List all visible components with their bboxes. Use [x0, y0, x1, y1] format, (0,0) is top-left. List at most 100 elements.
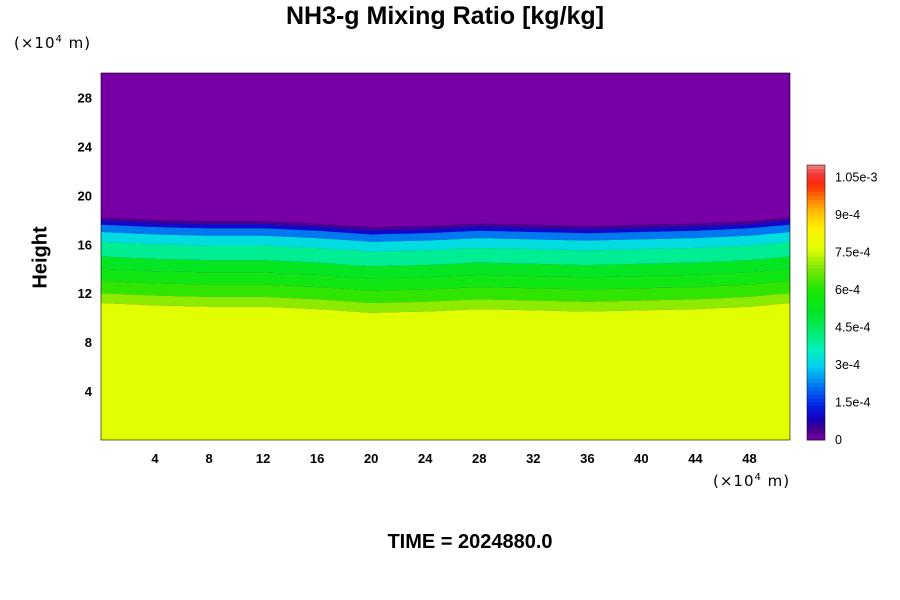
x-axis-unit: (×104 m) — [713, 472, 790, 490]
colorbar-swatch — [807, 237, 825, 242]
colorbar-tick-label: 7.5e-4 — [835, 246, 870, 260]
colorbar-swatch — [807, 260, 825, 265]
colorbar-swatch — [807, 405, 825, 410]
x-tick-label: 48 — [742, 451, 756, 466]
x-tick-label: 36 — [580, 451, 594, 466]
field-band — [101, 232, 790, 252]
colorbar-swatch — [807, 249, 825, 254]
colorbar-swatch — [807, 287, 825, 292]
colorbar-swatch — [807, 375, 825, 380]
y-tick-label: 12 — [78, 286, 92, 301]
colorbar-swatch — [807, 317, 825, 322]
colorbar-swatch — [807, 382, 825, 387]
colorbar-swatch — [807, 241, 825, 246]
colorbar-swatch — [807, 207, 825, 212]
field-band — [101, 293, 790, 313]
colorbar-swatch — [807, 378, 825, 384]
colorbar-swatch — [807, 313, 825, 319]
field-layer — [101, 73, 790, 440]
field-band — [101, 241, 790, 267]
colorbar-swatch — [807, 199, 825, 204]
colorbar-tick-label: 6e-4 — [835, 283, 860, 297]
colorbar-tick-label: 1.05e-3 — [835, 171, 877, 185]
y-unit-suffix: m) — [62, 34, 92, 52]
colorbar-swatch — [807, 325, 825, 330]
colorbar-swatch — [807, 203, 825, 208]
colorbar-swatch — [807, 363, 825, 368]
colorbar-swatch — [807, 279, 825, 284]
y-unit-exponent: 4 — [55, 34, 63, 45]
colorbar-swatch — [807, 222, 825, 227]
colorbar-swatch — [807, 420, 825, 426]
colorbar-swatch — [807, 172, 825, 177]
y-axis-unit: (×104 m) — [14, 34, 91, 52]
colorbar-swatch — [807, 245, 825, 250]
colorbar-swatch — [807, 355, 825, 361]
x-tick-label: 16 — [310, 451, 324, 466]
colorbar-swatch — [807, 390, 825, 395]
colorbar-tick-label: 3e-4 — [835, 358, 860, 372]
colorbar-swatch — [807, 252, 825, 258]
colorbar-swatch — [807, 310, 825, 315]
colorbar-swatch — [807, 432, 825, 437]
colorbar-swatch — [807, 165, 825, 170]
colorbar-swatch — [807, 226, 825, 231]
colorbar-swatch — [807, 298, 825, 303]
field-band — [101, 224, 790, 242]
colorbar-swatch — [807, 275, 825, 280]
y-unit-prefix: (×10 — [14, 34, 56, 52]
x-tick-label: 20 — [364, 451, 378, 466]
colorbar-swatch — [807, 218, 825, 223]
colorbar-swatch — [807, 371, 825, 376]
y-tick-label: 4 — [85, 384, 93, 399]
colorbar-swatch — [807, 321, 825, 326]
colorbar-swatch — [807, 401, 825, 407]
colorbar-swatch — [807, 436, 825, 441]
colorbar-tick-label: 4.5e-4 — [835, 321, 870, 335]
colorbar-swatch — [807, 428, 825, 433]
x-tick-label: 8 — [205, 451, 212, 466]
colorbar-swatch — [807, 168, 825, 174]
colorbar-swatch — [807, 271, 825, 277]
x-unit-exponent: 4 — [754, 472, 762, 483]
field-lower-region — [101, 303, 790, 440]
colorbar-swatch — [807, 336, 825, 342]
colorbar-swatch — [807, 187, 825, 193]
time-label: TIME = 2024880.0 — [387, 531, 553, 553]
colorbar-swatch — [807, 367, 825, 372]
colorbar-swatch — [807, 191, 825, 196]
colorbar-swatch — [807, 176, 825, 181]
colorbar-swatch — [807, 340, 825, 345]
y-tick-label: 24 — [78, 139, 93, 154]
colorbar-swatch — [807, 256, 825, 261]
x-tick-label: 28 — [472, 451, 486, 466]
colorbar-tick-label: 0 — [835, 433, 842, 447]
colorbar-swatch — [807, 291, 825, 296]
y-tick-label: 8 — [85, 335, 92, 350]
field-band — [101, 217, 790, 231]
x-tick-label: 4 — [151, 451, 159, 466]
colorbar-swatch — [807, 424, 825, 429]
y-tick-label: 28 — [78, 90, 92, 105]
field-band — [101, 281, 790, 303]
colorbar-swatch — [807, 386, 825, 391]
x-tick-label: 32 — [526, 451, 540, 466]
colorbar-swatch — [807, 210, 825, 216]
colorbar-swatch — [807, 344, 825, 349]
plot-frame — [100, 72, 791, 441]
colorbar-swatch — [807, 352, 825, 357]
field-band — [101, 256, 790, 279]
colorbar-swatch — [807, 264, 825, 269]
x-tick-label: 44 — [688, 451, 703, 466]
colorbar-swatch — [807, 184, 825, 189]
colorbar-swatch — [807, 348, 825, 353]
x-unit-prefix: (×10 — [713, 472, 755, 490]
x-tick-label: 12 — [256, 451, 270, 466]
x-tick-label: 40 — [634, 451, 648, 466]
x-unit-suffix: m) — [761, 472, 791, 490]
colorbar-swatch — [807, 214, 825, 219]
colorbar-swatch — [807, 195, 825, 200]
y-tick-label: 20 — [78, 188, 92, 203]
